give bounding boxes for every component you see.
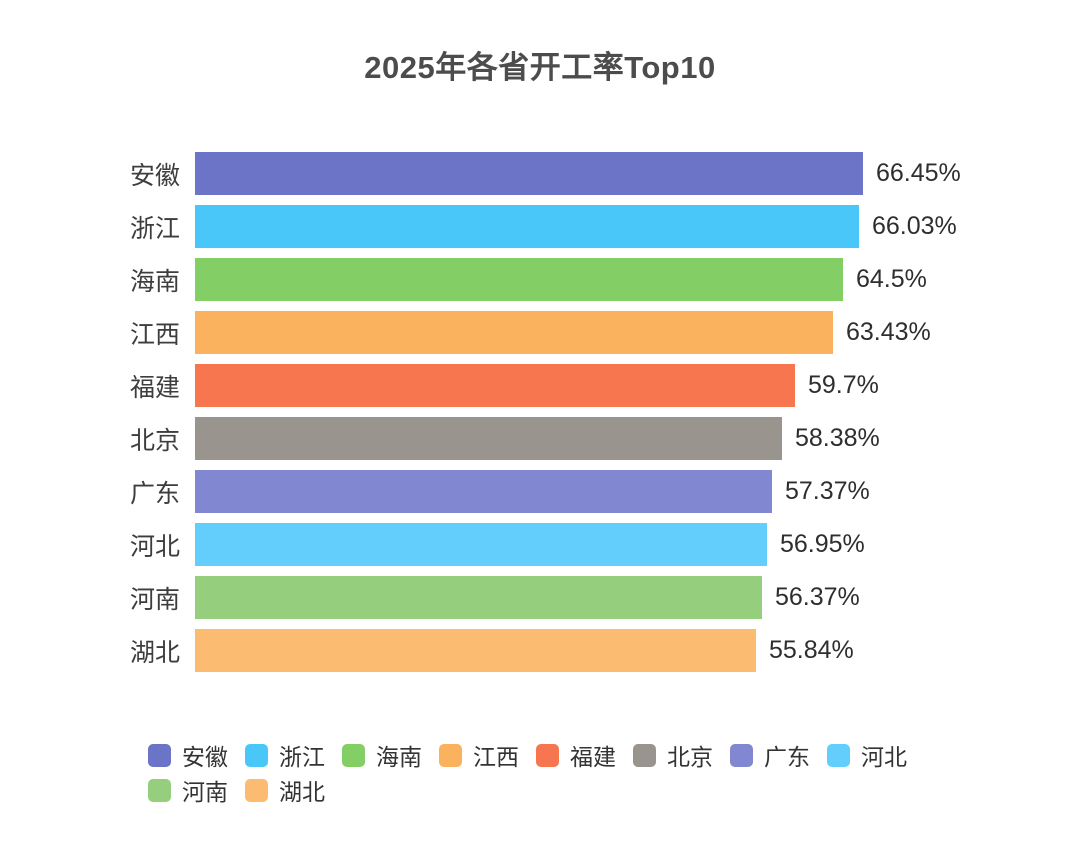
value-label: 56.37% (775, 583, 860, 611)
legend-swatch-icon (536, 743, 559, 767)
chart-row: 浙江 66.03% (0, 205, 1080, 248)
legend-swatch-icon (827, 743, 850, 767)
legend: 安徽 浙江 海南 江西 福建 北京 广东 河北河南 湖北 (148, 742, 948, 805)
legend-label: 安徽 (182, 744, 228, 770)
legend-item[interactable]: 广东 (730, 742, 827, 770)
chart-row: 北京 58.38% (0, 417, 1080, 460)
category-label: 安徽 (129, 161, 180, 190)
value-label: 58.38% (795, 424, 880, 452)
legend-label: 广东 (764, 744, 810, 770)
bar[interactable] (195, 523, 767, 566)
legend-label: 湖北 (279, 779, 325, 805)
legend-label: 福建 (570, 744, 616, 770)
category-label: 福建 (129, 373, 180, 402)
legend-item[interactable]: 安徽 (148, 742, 245, 770)
chart-row: 安徽 66.45% (0, 152, 1080, 195)
chart-row: 湖北 55.84% (0, 629, 1080, 672)
value-label: 64.5% (856, 265, 927, 293)
legend-label: 河北 (861, 744, 907, 770)
legend-swatch-icon (439, 743, 462, 767)
value-label: 66.03% (872, 212, 957, 240)
bar[interactable] (195, 417, 782, 460)
bar[interactable] (195, 258, 843, 301)
legend-item[interactable]: 江西 (439, 742, 536, 770)
legend-swatch-icon (245, 743, 268, 767)
chart-row: 河北 56.95% (0, 523, 1080, 566)
legend-item[interactable]: 海南 (342, 742, 439, 770)
bar[interactable] (195, 576, 762, 619)
category-label: 湖北 (129, 638, 180, 667)
legend-item[interactable]: 湖北 (245, 777, 342, 805)
bar[interactable] (195, 470, 772, 513)
bar[interactable] (195, 629, 756, 672)
legend-swatch-icon (148, 743, 171, 767)
chart-title: 2025年各省开工率Top10 (364, 50, 716, 85)
legend-label: 海南 (376, 744, 422, 770)
legend-swatch-icon (342, 743, 365, 767)
legend-swatch-icon (245, 778, 268, 802)
category-label: 海南 (129, 267, 180, 296)
value-label: 56.95% (780, 530, 865, 558)
legend-item[interactable]: 福建 (536, 742, 633, 770)
legend-item[interactable]: 河南 (148, 777, 245, 805)
chart-row: 河南 56.37% (0, 576, 1080, 619)
legend-label: 浙江 (279, 744, 325, 770)
plot-area: 安徽 66.45% 浙江 66.03% 海南 64.5% 江西 63.43% 福建 59.7% 北京… (0, 152, 1080, 682)
bar[interactable] (195, 364, 795, 407)
bar[interactable] (195, 205, 859, 248)
category-label: 北京 (129, 426, 180, 455)
legend-swatch-icon (730, 743, 753, 767)
legend-label: 北京 (667, 744, 713, 770)
category-label: 广东 (129, 479, 180, 508)
value-label: 55.84% (769, 636, 854, 664)
bar[interactable] (195, 152, 863, 195)
category-label: 河南 (129, 585, 180, 614)
legend-item[interactable]: 北京 (633, 742, 730, 770)
legend-label: 江西 (473, 744, 519, 770)
category-label: 江西 (129, 320, 180, 349)
chart-row: 海南 64.5% (0, 258, 1080, 301)
value-label: 57.37% (785, 477, 870, 505)
legend-swatch-icon (633, 743, 656, 767)
legend-item[interactable]: 河北 (827, 742, 924, 770)
bar[interactable] (195, 311, 833, 354)
legend-label: 河南 (182, 779, 228, 805)
category-label: 浙江 (129, 214, 180, 243)
chart-row: 江西 63.43% (0, 311, 1080, 354)
legend-item[interactable]: 浙江 (245, 742, 342, 770)
value-label: 66.45% (876, 159, 961, 187)
chart-row: 福建 59.7% (0, 364, 1080, 407)
category-label: 河北 (129, 532, 180, 561)
chart-row: 广东 57.37% (0, 470, 1080, 513)
legend-swatch-icon (148, 778, 171, 802)
value-label: 63.43% (846, 318, 931, 346)
value-label: 59.7% (808, 371, 879, 399)
